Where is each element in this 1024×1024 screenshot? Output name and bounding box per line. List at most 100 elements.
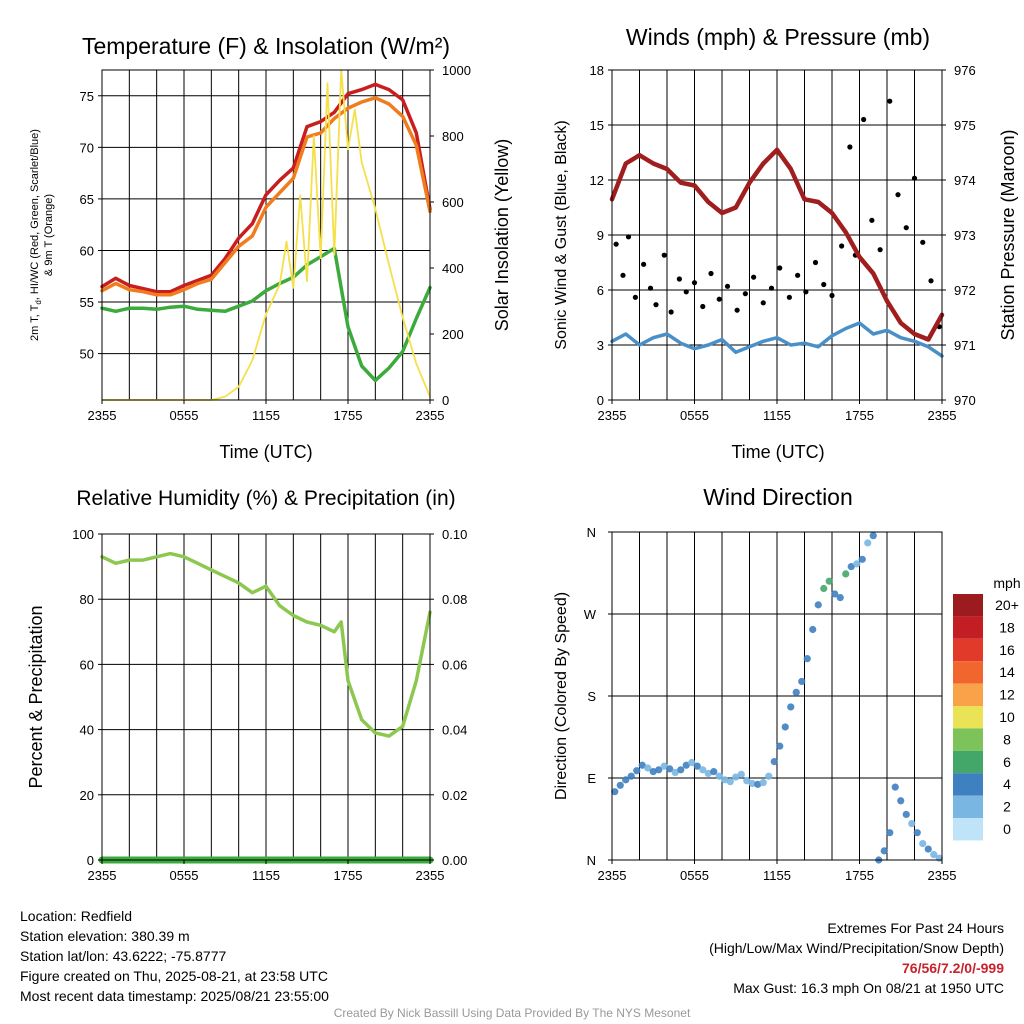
direction-point [886, 829, 894, 837]
x-tick-label: 1755 [334, 868, 363, 883]
x-tick-label: 0555 [170, 408, 199, 423]
9m-t-line [100, 96, 432, 297]
direction-point [671, 768, 679, 777]
x-tick-label: 1155 [763, 408, 791, 423]
winds-y2label: Station Pressure (Maroon) [998, 129, 1018, 340]
gust-point [839, 243, 845, 249]
y-tick-label: 0 [87, 853, 94, 868]
humidity-ylabel: Percent & Precipitation [26, 605, 46, 788]
legend-swatch [953, 795, 983, 818]
direction-point [891, 783, 899, 791]
gust-point [751, 274, 757, 280]
humidity-panel: Relative Humidity (%) & Precipitation (i… [26, 487, 467, 883]
y-tick-label: 65 [80, 192, 94, 207]
y-tick-label: 15 [590, 118, 604, 133]
direction-point [765, 772, 773, 780]
y-tick-label: 60 [80, 657, 94, 672]
gust-point [613, 241, 619, 247]
winds-title: Winds (mph) & Pressure (mb) [626, 24, 930, 50]
2m-t-line [100, 82, 432, 294]
gust-point [895, 192, 901, 198]
direction-point [748, 779, 756, 788]
gust-point [716, 296, 722, 302]
direction-point [649, 768, 657, 776]
legend-swatch [953, 750, 983, 774]
direction-point [699, 766, 707, 774]
winds-grid [612, 70, 942, 400]
direction-point [627, 772, 635, 780]
extremes-values: 76/56/7.2/0/-999 [902, 960, 1004, 976]
direction-point [831, 590, 839, 598]
wind-direction-panel: Wind Direction 2355 0555 1155 1755 2355NESWN… [553, 484, 1021, 883]
x-tick-label: 0555 [170, 868, 199, 883]
direction-point [754, 780, 762, 788]
solar-insolation-line [101, 69, 431, 401]
gust-point [632, 294, 638, 300]
direction-point [781, 723, 789, 731]
legend-label: 14 [999, 664, 1015, 680]
y-tick-label: N [587, 525, 596, 540]
gust-point [928, 278, 934, 284]
gust-point [877, 247, 883, 253]
x-tick-label: 1155 [763, 868, 791, 883]
gust-point [821, 281, 827, 288]
gust-point [742, 291, 748, 297]
wind-direction-grid [612, 532, 942, 860]
gust-point [760, 300, 766, 306]
legend-label: 2 [1003, 799, 1011, 815]
gust-point [911, 175, 918, 181]
direction-point [858, 555, 866, 563]
legend-label: 0 [1003, 821, 1011, 837]
legend-title: mph [993, 575, 1020, 591]
legend-swatch [953, 683, 983, 706]
direction-point [633, 767, 641, 775]
x-tick-label: 1155 [252, 408, 280, 423]
credit-line: Created By Nick Bassill Using Data Provi… [333, 1006, 691, 1020]
y2-tick-label: 973 [954, 228, 976, 243]
temperature-ylabel-line2: & 9m T (Orange) [43, 194, 55, 276]
y2-tick-label: 0.08 [442, 592, 467, 607]
speed-legend: 20+ 18 16 14 12 10 8 6 4 2 0 [953, 594, 1019, 841]
y2-tick-label: 974 [954, 173, 976, 188]
legend-label: 16 [999, 642, 1015, 658]
y-tick-label: S [587, 689, 596, 704]
y-tick-label: 3 [597, 338, 604, 353]
x-tick-label: 1755 [845, 408, 874, 423]
direction-point [880, 847, 888, 855]
gust-point [708, 270, 714, 277]
y-tick-label: 100 [72, 527, 94, 542]
gust-point [676, 276, 682, 282]
y-tick-label: 20 [80, 788, 94, 803]
y-tick-label: E [587, 771, 596, 786]
gust-point [661, 252, 667, 258]
direction-point [869, 532, 877, 540]
y-tick-label: 6 [597, 283, 604, 298]
legend-swatch [953, 638, 983, 662]
x-tick-label: 1755 [845, 868, 874, 883]
direction-point [787, 703, 795, 711]
gust-point [768, 285, 775, 291]
y2-tick-label: 0 [442, 393, 449, 408]
direction-point [616, 781, 624, 789]
legend-swatch [953, 706, 983, 729]
direction-point [677, 766, 685, 774]
direction-point [809, 625, 817, 634]
temperature-series [100, 69, 432, 401]
gust-point [869, 217, 875, 223]
direction-point [864, 539, 872, 547]
legend-label: 4 [1003, 776, 1011, 792]
direction-point [836, 594, 844, 602]
recent-timestamp: Most recent data timestamp: 2025/08/21 2… [20, 988, 329, 1004]
direction-point [842, 570, 850, 578]
y2-tick-label: 800 [442, 129, 464, 144]
direction-point [853, 560, 861, 568]
winds-ylabel: Sonic Wind & Gust (Blue, Black) [553, 120, 570, 349]
direction-point [688, 758, 696, 767]
direction-point [704, 769, 712, 778]
direction-point [732, 773, 740, 781]
direction-point [803, 655, 811, 663]
y-tick-label: 60 [80, 243, 94, 258]
legend-label: 6 [1003, 754, 1011, 770]
gust-point [795, 272, 801, 278]
